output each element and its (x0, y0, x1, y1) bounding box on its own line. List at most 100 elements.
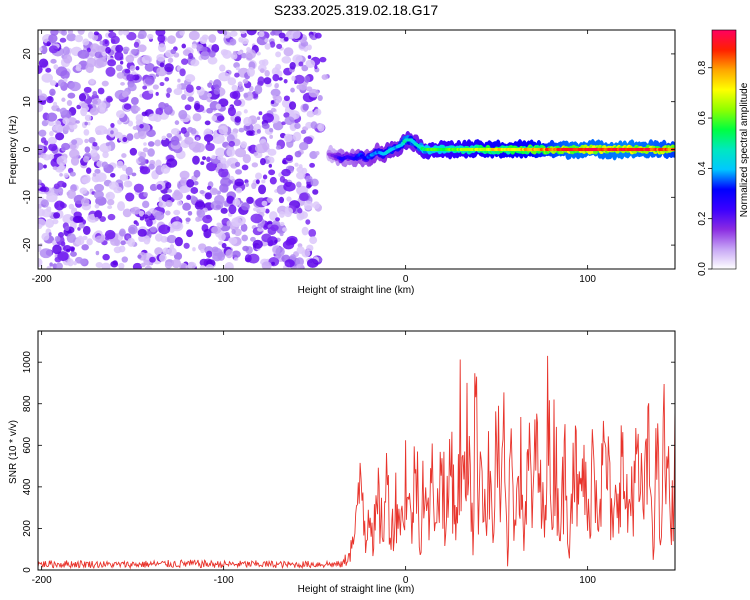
noise-point (194, 201, 206, 211)
noise-point (149, 226, 157, 233)
noise-point (193, 180, 199, 186)
noise-point (166, 92, 171, 98)
noise-point (261, 179, 266, 184)
noise-point (180, 127, 187, 134)
noise-point (205, 264, 214, 269)
noise-point (48, 143, 58, 152)
noise-point (245, 182, 249, 188)
noise-point (185, 217, 191, 222)
snr-xlabel: Height of straight line (km) (298, 584, 415, 595)
noise-point (46, 265, 52, 269)
noise-point (251, 162, 259, 168)
noise-point (48, 121, 55, 127)
noise-point (56, 107, 61, 112)
noise-point (283, 95, 290, 102)
noise-point (296, 246, 305, 254)
colorbar-tick-label: 0.6 (697, 111, 708, 125)
noise-point (130, 206, 141, 215)
noise-point (91, 98, 102, 106)
noise-point (258, 184, 267, 195)
noise-point (279, 232, 284, 237)
noise-point (199, 190, 205, 195)
noise-point (115, 44, 124, 53)
noise-point (125, 166, 133, 176)
noise-point (155, 91, 159, 96)
noise-point (39, 47, 43, 52)
noise-point (282, 240, 295, 250)
colorbar-tick-label: 0.2 (697, 211, 708, 225)
noise-point (101, 80, 109, 87)
noise-point (306, 244, 314, 252)
noise-point (122, 46, 130, 53)
noise-point (167, 57, 174, 63)
noise-point (241, 202, 250, 211)
noise-point (55, 66, 68, 77)
noise-point (156, 184, 163, 190)
noise-point (133, 183, 144, 193)
noise-point (170, 221, 184, 232)
noise-point (173, 252, 183, 261)
noise-point (138, 237, 144, 242)
noise-point (132, 125, 138, 131)
noise-point (77, 49, 90, 59)
noise-point (274, 82, 280, 89)
noise-point (179, 262, 188, 269)
noise-point (275, 98, 281, 104)
colorbar-tick-label: 0.4 (697, 161, 708, 175)
noise-point (86, 167, 92, 174)
noise-point (206, 185, 212, 190)
noise-point (63, 172, 69, 178)
noise-point (179, 68, 186, 77)
noise-point (186, 179, 195, 188)
y-tick-label: 1000 (22, 351, 33, 374)
noise-point (264, 69, 270, 77)
noise-point (164, 76, 170, 82)
noise-point (201, 46, 208, 52)
snr-series-line (38, 355, 675, 570)
noise-point (119, 228, 126, 237)
noise-point (211, 43, 220, 53)
noise-point (110, 172, 116, 178)
spectrogram-content (38, 30, 675, 269)
noise-point (59, 172, 63, 177)
noise-point (114, 51, 124, 61)
noise-point (200, 50, 210, 61)
noise-point (263, 77, 272, 85)
noise-point (232, 198, 241, 207)
noise-point (53, 101, 58, 107)
noise-point (236, 86, 245, 93)
noise-point (193, 169, 201, 178)
noise-point (53, 212, 61, 219)
noise-point (105, 193, 111, 198)
noise-point (170, 48, 177, 55)
noise-point (185, 74, 196, 83)
noise-point (238, 127, 245, 133)
noise-point (205, 214, 212, 220)
noise-point (118, 30, 124, 36)
noise-point (55, 262, 63, 269)
noise-point (49, 88, 56, 96)
noise-point (121, 91, 129, 98)
noise-point (94, 183, 105, 192)
noise-point (227, 77, 237, 86)
noise-point (84, 138, 89, 144)
noise-point (76, 104, 82, 110)
noise-point (231, 250, 241, 258)
noise-point (110, 260, 119, 268)
noise-point (247, 67, 256, 77)
noise-point (242, 153, 251, 164)
noise-point (229, 237, 238, 245)
noise-point (49, 80, 57, 86)
noise-point (115, 64, 123, 72)
noise-point (123, 180, 133, 188)
noise-point (39, 248, 53, 259)
noise-point (165, 210, 171, 216)
noise-point (143, 192, 149, 197)
noise-point (157, 43, 167, 53)
noise-point (107, 199, 115, 206)
noise-point (245, 257, 251, 262)
noise-point (66, 248, 71, 253)
noise-point (279, 221, 285, 227)
noise-point (57, 79, 65, 87)
